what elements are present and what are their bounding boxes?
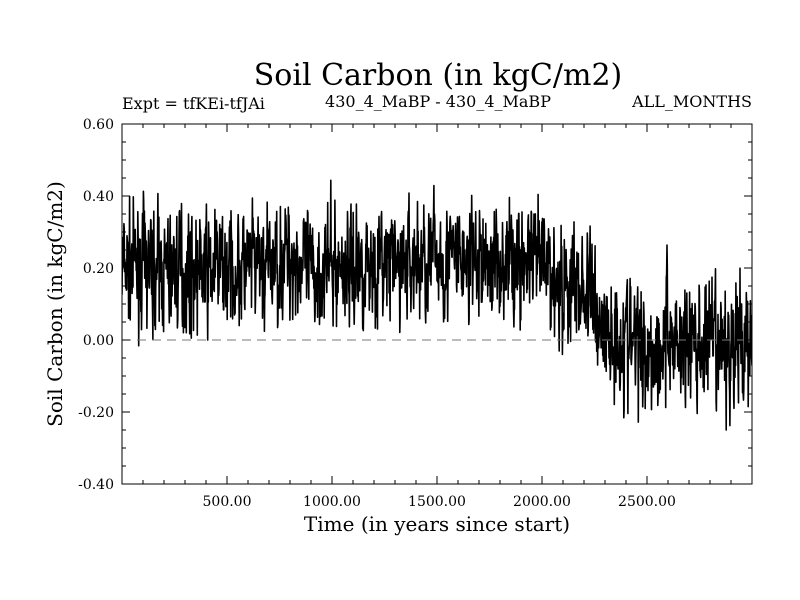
plot-frame: [121, 123, 753, 485]
y-tick-label: 0.20: [83, 261, 114, 277]
x-tick-label: 1500.00: [408, 494, 466, 510]
y-axis-label: Soil Carbon (in kgC/m2): [43, 181, 67, 427]
x-tick-label: 2000.00: [513, 494, 571, 510]
y-tick-label: -0.20: [78, 405, 114, 421]
x-tick-label: 2500.00: [618, 494, 676, 510]
y-tick-label: 0.60: [83, 117, 114, 133]
y-axis: -0.40 -0.20 0.00 0.20 0.40 0.60: [78, 117, 752, 493]
y-tick-label: -0.40: [78, 477, 114, 493]
x-axis: 500.00 1000.00 1500.00 2000.00 2500.00: [142, 124, 732, 510]
x-tick-label: 500.00: [203, 494, 252, 510]
y-tick-label: 0.00: [83, 333, 114, 349]
period-label: 430_4_MaBP - 430_4_MaBP: [325, 92, 551, 111]
y-tick-label: 0.40: [83, 189, 114, 205]
months-label: ALL_MONTHS: [631, 92, 752, 111]
x-axis-label: Time (in years since start): [304, 512, 570, 536]
series-layer: [122, 179, 752, 431]
chart-title: Soil Carbon (in kgC/m2): [254, 58, 622, 93]
soil-carbon-series-line: [122, 179, 752, 431]
experiment-label: Expt = tfKEi-tfJAi: [122, 94, 265, 113]
x-tick-label: 1000.00: [303, 494, 361, 510]
